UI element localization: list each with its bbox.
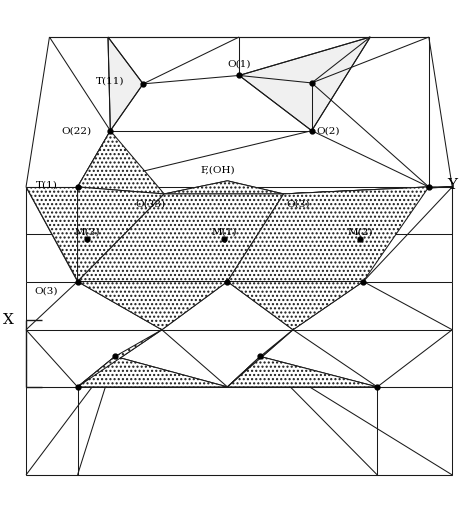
Polygon shape xyxy=(228,357,377,387)
Text: O(2): O(2) xyxy=(317,126,340,135)
Polygon shape xyxy=(78,281,228,330)
Text: O(3): O(3) xyxy=(34,287,57,296)
Text: O(1): O(1) xyxy=(228,60,251,69)
Text: M(1): M(1) xyxy=(211,228,237,237)
Text: F,(OH): F,(OH) xyxy=(201,165,236,174)
Polygon shape xyxy=(239,37,370,131)
Text: Y: Y xyxy=(447,177,457,192)
Text: M(3): M(3) xyxy=(74,228,100,237)
Polygon shape xyxy=(26,187,78,281)
Text: O(33): O(33) xyxy=(135,199,165,209)
Polygon shape xyxy=(78,194,283,281)
Polygon shape xyxy=(78,330,162,387)
Text: X: X xyxy=(2,313,13,327)
Polygon shape xyxy=(228,330,293,387)
Text: T(1): T(1) xyxy=(36,180,57,189)
Polygon shape xyxy=(283,187,452,194)
Polygon shape xyxy=(78,357,228,387)
Polygon shape xyxy=(78,187,164,281)
Polygon shape xyxy=(228,187,429,281)
Text: M(2): M(2) xyxy=(347,228,373,237)
Polygon shape xyxy=(78,131,164,194)
Polygon shape xyxy=(108,37,143,131)
Text: T(11): T(11) xyxy=(96,76,124,85)
Text: O(3): O(3) xyxy=(286,199,310,209)
Polygon shape xyxy=(228,281,363,330)
Text: O(22): O(22) xyxy=(62,126,91,135)
Polygon shape xyxy=(164,181,283,194)
